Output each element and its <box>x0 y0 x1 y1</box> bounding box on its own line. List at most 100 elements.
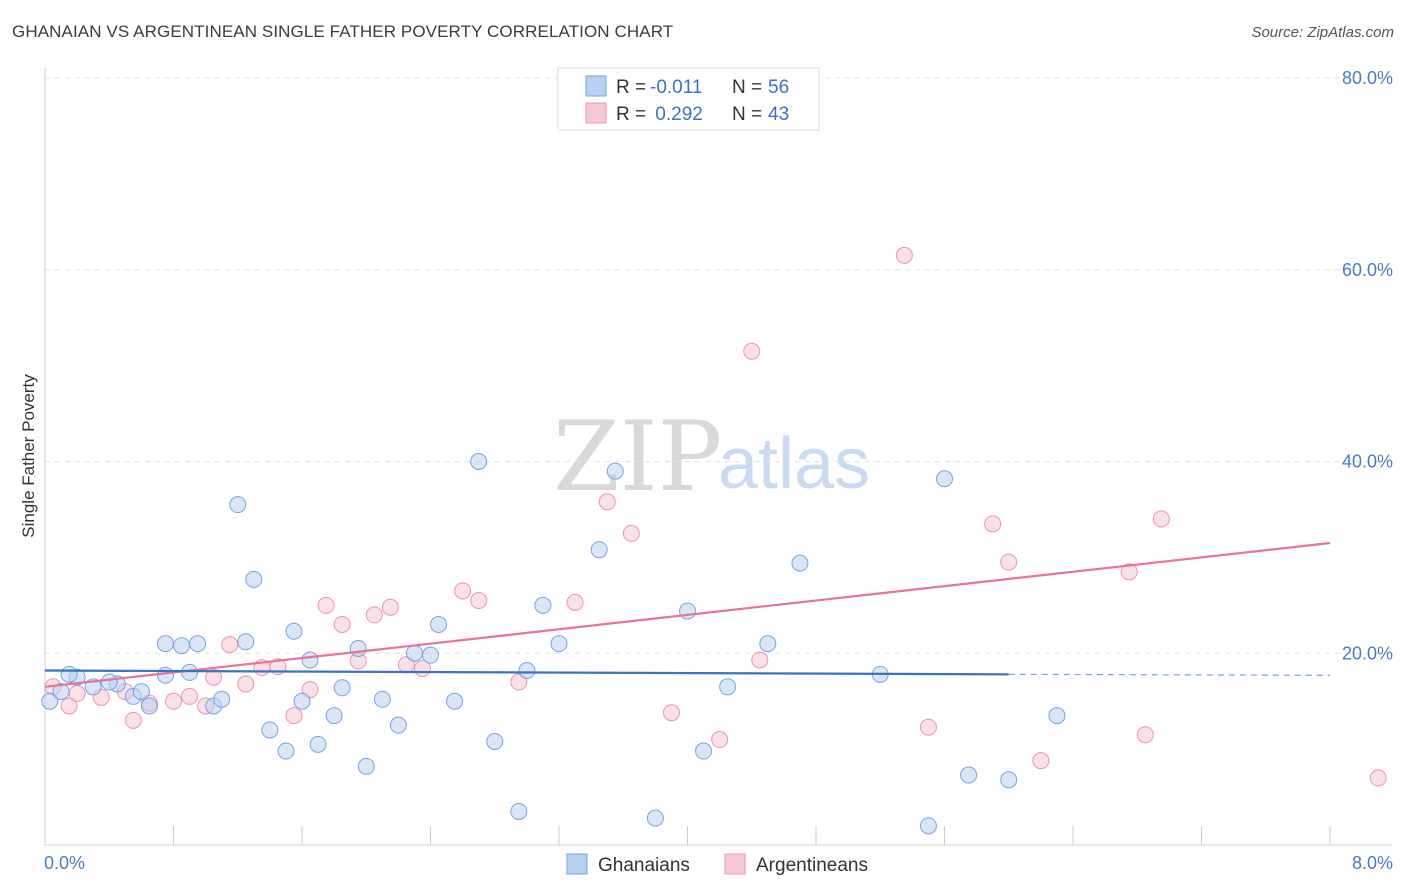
ghanaian-point <box>518 662 536 680</box>
argentinean-point <box>751 651 769 669</box>
ghanaians-points <box>41 453 1066 835</box>
argentinean-point <box>1136 726 1154 744</box>
ghanaian-point <box>309 735 327 753</box>
legend-n-label: N = <box>732 77 762 98</box>
argentinean-point <box>1032 752 1050 770</box>
legend-swatch-argentineans <box>724 853 746 875</box>
ghanaian-point <box>646 809 664 827</box>
ghanaian-point <box>189 635 207 653</box>
legend-r-value-argentineans: 0.292 <box>650 104 703 125</box>
ghanaian-point <box>590 541 608 559</box>
ghanaian-point <box>759 635 777 653</box>
watermark-zip: ZIP <box>553 401 722 513</box>
ghanaian-point <box>325 707 343 725</box>
argentineans-points <box>44 246 1387 787</box>
ghanaian-point <box>606 462 624 480</box>
argentinean-point <box>743 342 761 360</box>
legend-label-ghanaians: Ghanaians <box>598 855 690 876</box>
argentinean-point <box>454 582 472 600</box>
ghanaian-point <box>791 554 809 572</box>
legend-r-label: R = <box>616 77 646 98</box>
argentinean-point <box>470 592 488 610</box>
argentinean-point <box>317 596 335 614</box>
x-tick-label: 0.0% <box>44 853 85 873</box>
ghanaian-point <box>510 802 528 820</box>
ghanaian-point <box>373 690 391 708</box>
legend-swatch-ghanaians <box>585 75 607 97</box>
ghanaians-trend-line <box>44 669 1009 676</box>
argentinean-point <box>598 493 616 511</box>
legend-n-label: N = <box>732 104 762 125</box>
chart-title: GHANAIAN VS ARGENTINEAN SINGLE FATHER PO… <box>12 22 674 41</box>
ghanaian-point <box>719 678 737 696</box>
ghanaian-point <box>389 716 407 734</box>
ghanaian-point <box>357 757 375 775</box>
ghanaian-point <box>229 496 247 514</box>
argentinean-point <box>662 704 680 722</box>
ghanaian-point <box>181 663 199 681</box>
ghanaian-point <box>156 666 174 684</box>
ghanaian-point <box>1048 707 1066 725</box>
argentinean-point <box>365 606 383 624</box>
argentinean-point <box>205 668 223 686</box>
y-tick-labels: 20.0% 40.0% 60.0% 80.0% <box>1342 68 1393 663</box>
argentinean-point <box>510 673 528 691</box>
ghanaian-point <box>52 683 70 701</box>
ghanaian-point <box>60 665 78 683</box>
legend-label-argentineans: Argentineans <box>756 855 868 876</box>
argentinean-point <box>381 598 399 616</box>
ghanaian-point <box>261 721 279 739</box>
argentinean-point <box>68 685 86 703</box>
argentinean-point <box>181 687 199 705</box>
ghanaian-point <box>550 635 568 653</box>
legend-r-value-ghanaians: -0.011 <box>650 77 702 98</box>
ghanaian-point <box>277 742 295 760</box>
ghanaian-point <box>156 635 174 653</box>
argentinean-point <box>566 593 584 611</box>
ghanaian-point <box>405 644 423 662</box>
y-tick-label: 80.0% <box>1342 68 1393 88</box>
argentinean-point <box>333 615 351 633</box>
axes <box>44 68 1392 846</box>
argentinean-point <box>622 524 640 542</box>
ghanaian-point <box>293 692 311 710</box>
legend-swatch-argentineans <box>585 102 607 124</box>
argentinean-point <box>919 718 937 736</box>
y-tick-label: 60.0% <box>1342 260 1393 280</box>
ghanaians-trend-extension <box>1008 673 1331 676</box>
ghanaian-point <box>422 646 439 664</box>
argentinean-point <box>165 692 182 710</box>
ghanaian-point <box>333 679 351 697</box>
argentinean-point <box>1120 563 1138 581</box>
ghanaian-point <box>173 637 191 655</box>
argentinean-point <box>984 515 1002 533</box>
ghanaian-point <box>140 697 158 715</box>
chart-source: Source: ZipAtlas.com <box>1251 24 1394 41</box>
ghanaian-point <box>100 673 118 691</box>
legend-n-value-ghanaians: 56 <box>768 77 789 98</box>
watermark: ZIP atlas <box>553 401 870 513</box>
argentinean-point <box>301 681 319 699</box>
trend-lines <box>44 541 1331 688</box>
ghanaian-point <box>446 692 464 710</box>
y-axis-title: Single Father Poverty <box>19 374 38 538</box>
ghanaian-point <box>1000 771 1018 789</box>
watermark-atlas: atlas <box>718 424 870 504</box>
ghanaian-point <box>486 732 504 750</box>
argentinean-point <box>221 636 239 654</box>
legend-r-label: R = <box>616 104 646 125</box>
ghanaian-point <box>960 766 978 784</box>
argentinean-point <box>60 697 78 715</box>
argentineans-trend-line <box>44 541 1331 688</box>
series-legend: Ghanaians Argentineans <box>566 853 868 876</box>
ghanaian-point <box>213 690 231 708</box>
argentinean-point <box>1152 510 1170 528</box>
ghanaian-point <box>301 651 319 669</box>
ghanaian-point <box>679 602 696 620</box>
ghanaian-point <box>919 817 937 835</box>
argentinean-point <box>1369 769 1387 787</box>
ghanaian-point <box>936 470 953 488</box>
argentinean-point <box>237 675 255 693</box>
correlation-legend: R = -0.011 N = 56 R = 0.292 N = 43 <box>557 67 820 131</box>
ghanaian-point <box>534 596 552 614</box>
